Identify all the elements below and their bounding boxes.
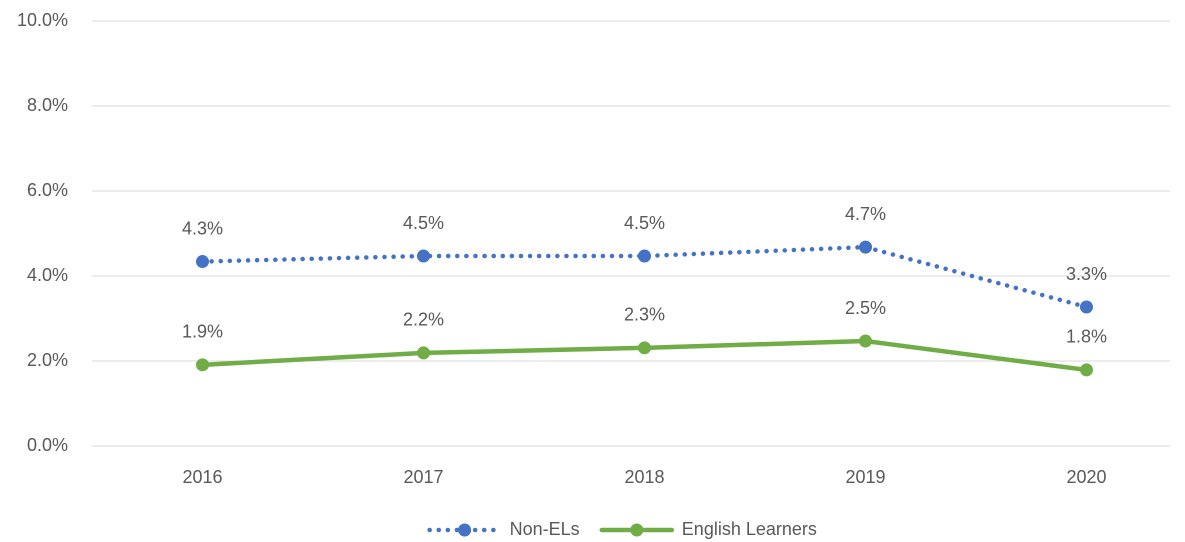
- data-point: [417, 346, 430, 360]
- data-point: [1080, 363, 1093, 377]
- data-point: [196, 358, 209, 372]
- y-tick-label: 6.0%: [27, 180, 68, 200]
- x-tick-label: 2018: [624, 467, 664, 487]
- data-point: [638, 249, 651, 263]
- x-tick-label: 2017: [403, 467, 443, 487]
- data-label: 3.3%: [1066, 264, 1107, 284]
- y-tick-label: 4.0%: [27, 265, 68, 285]
- y-tick-label: 10.0%: [17, 10, 68, 30]
- legend-label: English Learners: [682, 519, 817, 539]
- data-point: [1080, 300, 1093, 314]
- data-label: 1.8%: [1066, 327, 1107, 347]
- y-tick-label: 0.0%: [27, 435, 68, 455]
- data-point: [859, 240, 872, 254]
- data-label: 2.3%: [624, 305, 665, 325]
- data-point: [417, 249, 430, 263]
- data-label: 2.5%: [845, 298, 886, 318]
- legend-label: Non-ELs: [510, 519, 580, 539]
- series-line: [200, 244, 1089, 310]
- x-tick-label: 2019: [845, 467, 885, 487]
- data-label: 4.7%: [845, 204, 886, 224]
- data-point: [638, 341, 651, 355]
- data-label: 4.5%: [403, 213, 444, 233]
- data-point: [859, 334, 872, 348]
- data-label: 4.5%: [624, 213, 665, 233]
- legend-marker: [458, 523, 472, 537]
- y-tick-label: 2.0%: [27, 350, 68, 370]
- x-tick-label: 2020: [1066, 467, 1106, 487]
- data-label: 4.3%: [182, 218, 223, 238]
- x-tick-label: 2016: [182, 467, 222, 487]
- y-tick-label: 8.0%: [27, 95, 68, 115]
- data-point: [196, 255, 209, 269]
- data-label: 1.9%: [182, 322, 223, 342]
- data-label: 2.2%: [403, 310, 444, 330]
- legend-marker: [630, 523, 644, 537]
